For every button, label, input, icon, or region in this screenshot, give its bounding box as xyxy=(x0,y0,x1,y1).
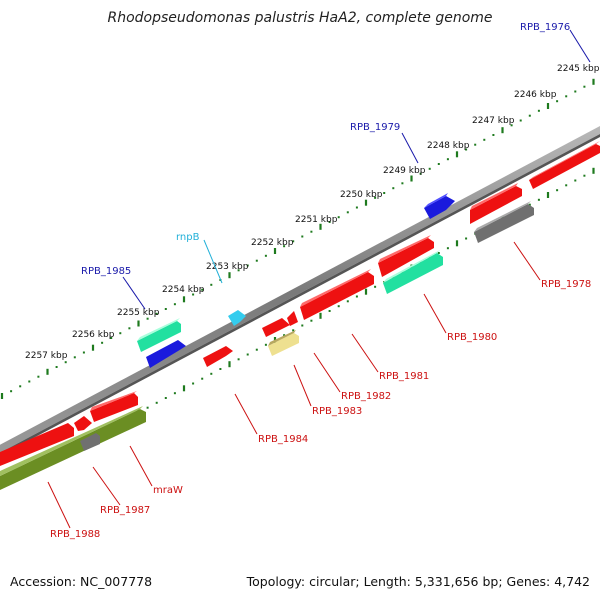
gene-rpb-1985[interactable] xyxy=(137,318,181,352)
kbp-label: 2254 kbp xyxy=(162,285,205,295)
label-connectors xyxy=(47,29,591,529)
kbp-label: 2255 kbp xyxy=(117,308,160,318)
gene-rpb-1983a[interactable] xyxy=(262,311,298,337)
gene-label-rpb-1980[interactable]: RPB_1980 xyxy=(447,332,497,343)
kbp-label: 2252 kbp xyxy=(251,238,294,248)
gene-rpb-1987a[interactable] xyxy=(90,391,138,422)
gene-label-rpb-1981[interactable]: RPB_1981 xyxy=(379,371,429,382)
gene-label-rpb-1985[interactable]: RPB_1985 xyxy=(81,266,131,277)
genome-summary-text: Topology: circular; Length: 5,331,656 bp… xyxy=(246,574,590,589)
gene-mraw[interactable] xyxy=(0,406,146,490)
kbp-label: 2253 kbp xyxy=(206,262,249,272)
accession-text: Accession: NC_007778 xyxy=(10,574,152,589)
reverse-genes xyxy=(0,201,534,490)
gene-rpb-1980[interactable] xyxy=(383,250,443,294)
gene-label-rpb-1979[interactable]: RPB_1979 xyxy=(350,122,400,133)
gene-rnpb[interactable] xyxy=(228,310,246,326)
gene-rpb-1981a[interactable] xyxy=(300,269,374,320)
kbp-label: 2257 kbp xyxy=(25,351,68,361)
gene-label-rpb-1988[interactable]: RPB_1988 xyxy=(50,529,100,540)
genome-backbone xyxy=(0,126,600,456)
gene-rpb-1979[interactable] xyxy=(424,193,455,219)
kbp-label: 2246 kbp xyxy=(514,90,557,100)
kbp-label: 2247 kbp xyxy=(472,116,515,126)
gene-label-mraw[interactable]: mraW xyxy=(153,485,183,496)
kbp-label: 2256 kbp xyxy=(72,330,115,340)
kbp-label: 2245 kbp xyxy=(557,64,600,74)
gene-label-rpb-1984[interactable]: RPB_1984 xyxy=(258,434,308,445)
kbp-scale-labels: 2245 kbp 2246 kbp 2247 kbp 2248 kbp 2249… xyxy=(25,64,600,361)
gene-rpb-1982[interactable] xyxy=(268,330,299,356)
gene-label-rpb-1983[interactable]: RPB_1983 xyxy=(312,406,362,417)
gene-label-rpb-1978[interactable]: RPB_1978 xyxy=(541,279,591,290)
gene-label-rpb-1976[interactable]: RPB_1976 xyxy=(520,22,570,33)
gene-label-rpb-1987[interactable]: RPB_1987 xyxy=(100,505,150,516)
gene-rpb-1976[interactable] xyxy=(529,141,600,189)
gene-label-rnpb[interactable]: rnpB xyxy=(176,232,200,243)
forward-genes xyxy=(0,141,600,466)
gene-labels: RPB_1976 RPB_1979 rnpB RPB_1985 RPB_1978… xyxy=(50,22,591,540)
kbp-label: 2248 kbp xyxy=(427,141,470,151)
kbp-label: 2249 kbp xyxy=(383,166,426,176)
gene-rpb-1977[interactable] xyxy=(470,183,522,224)
gene-rpb-1978[interactable] xyxy=(474,201,534,243)
gene-rpb-1988a[interactable] xyxy=(0,416,92,466)
kbp-label: 2250 kbp xyxy=(340,190,383,200)
gene-rpb-1986[interactable] xyxy=(146,340,186,368)
gene-label-rpb-1982[interactable]: RPB_1982 xyxy=(341,391,391,402)
gene-rpb-1984[interactable] xyxy=(203,346,233,367)
kbp-label: 2251 kbp xyxy=(295,215,338,225)
outer-tick-row xyxy=(0,78,595,399)
gene-rpb-1980a[interactable] xyxy=(378,235,434,277)
map-title: Rhodopseudomonas palustris HaA2, complet… xyxy=(107,10,492,26)
